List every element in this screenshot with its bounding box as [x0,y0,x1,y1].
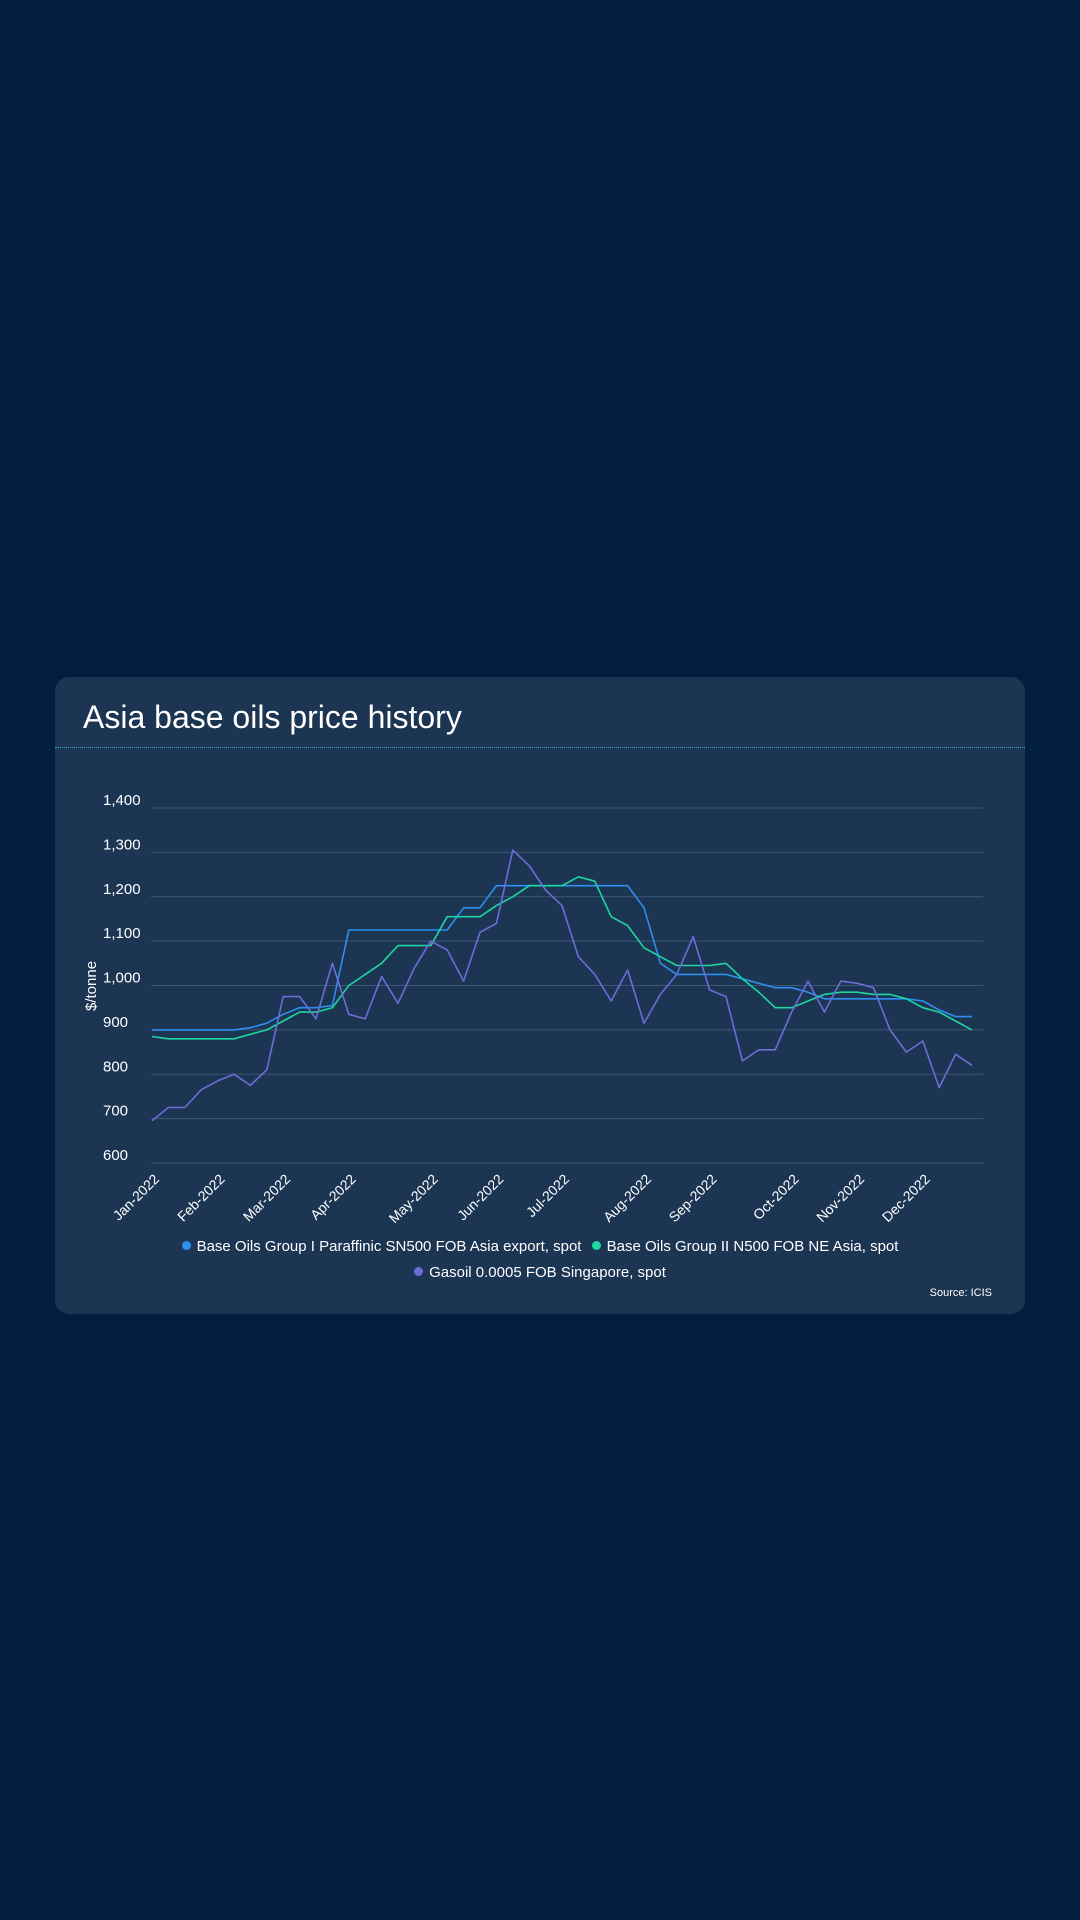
x-tick-label: Jun-2022 [454,1171,507,1224]
y-tick-label: 700 [103,1103,128,1120]
legend-item-group2: Base Oils Group II N500 FOB NE Asia, spo… [591,1234,899,1260]
legend-label-group2: Base Oils Group II N500 FOB NE Asia, spo… [606,1238,899,1255]
series-line-2 [151,849,973,1122]
source-note: Source: ICIS [929,1287,992,1299]
x-tick-label: May-2022 [386,1171,441,1226]
x-tick-label: Feb-2022 [174,1171,228,1225]
x-tick-label: Jul-2022 [523,1171,572,1220]
title-divider [55,747,1025,748]
series-lines [151,849,973,1122]
x-tick-label: Apr-2022 [307,1171,359,1223]
y-axis-ticks: 600 700 800 900 1,000 1,100 1,200 1,300 1,400 [103,792,141,1164]
line-chart: 600 700 800 900 1,000 1,100 1,200 1,300 1,400 Ja… [83,792,983,1226]
series-line-1 [151,876,973,1040]
y-axis-label: $/tonne [83,961,100,1011]
legend-item-gasoil: Gasoil 0.0005 FOB Singapore, spot [414,1260,666,1286]
legend: Base Oils Group I Paraffinic SN500 FOB A… [55,1234,1025,1286]
y-tick-label: 1,000 [103,970,141,987]
x-axis-ticks: Jan-2022 Feb-2022 Mar-2022 Apr-2022 May-2022… [110,1171,934,1226]
y-tick-label: 900 [103,1014,128,1031]
legend-item-group1: Base Oils Group I Paraffinic SN500 FOB A… [181,1234,582,1260]
grid-lines [151,807,983,1164]
x-tick-label: Nov-2022 [813,1171,867,1225]
x-tick-label: Jan-2022 [110,1171,163,1224]
y-tick-label: 800 [103,1058,128,1075]
x-tick-label: Aug-2022 [600,1171,654,1225]
x-tick-label: Oct-2022 [750,1171,802,1223]
x-tick-label: Sep-2022 [665,1171,719,1225]
y-tick-label: 1,300 [103,836,141,853]
y-tick-label: 600 [103,1147,128,1164]
legend-label-group1: Base Oils Group I Paraffinic SN500 FOB A… [196,1238,582,1255]
x-tick-label: Mar-2022 [240,1171,294,1225]
legend-dot-group1 [181,1241,191,1250]
chart-card: Asia base oils price history 600 700 800 90… [55,677,1025,1314]
y-tick-label: 1,400 [103,792,141,809]
legend-label-gasoil: Gasoil 0.0005 FOB Singapore, spot [429,1264,666,1281]
y-tick-label: 1,100 [103,925,141,942]
legend-dot-gasoil [414,1267,424,1276]
legend-dot-group2 [591,1241,601,1250]
x-tick-label: Dec-2022 [879,1171,933,1225]
y-tick-label: 1,200 [103,881,141,898]
chart-title: Asia base oils price history [83,699,462,735]
